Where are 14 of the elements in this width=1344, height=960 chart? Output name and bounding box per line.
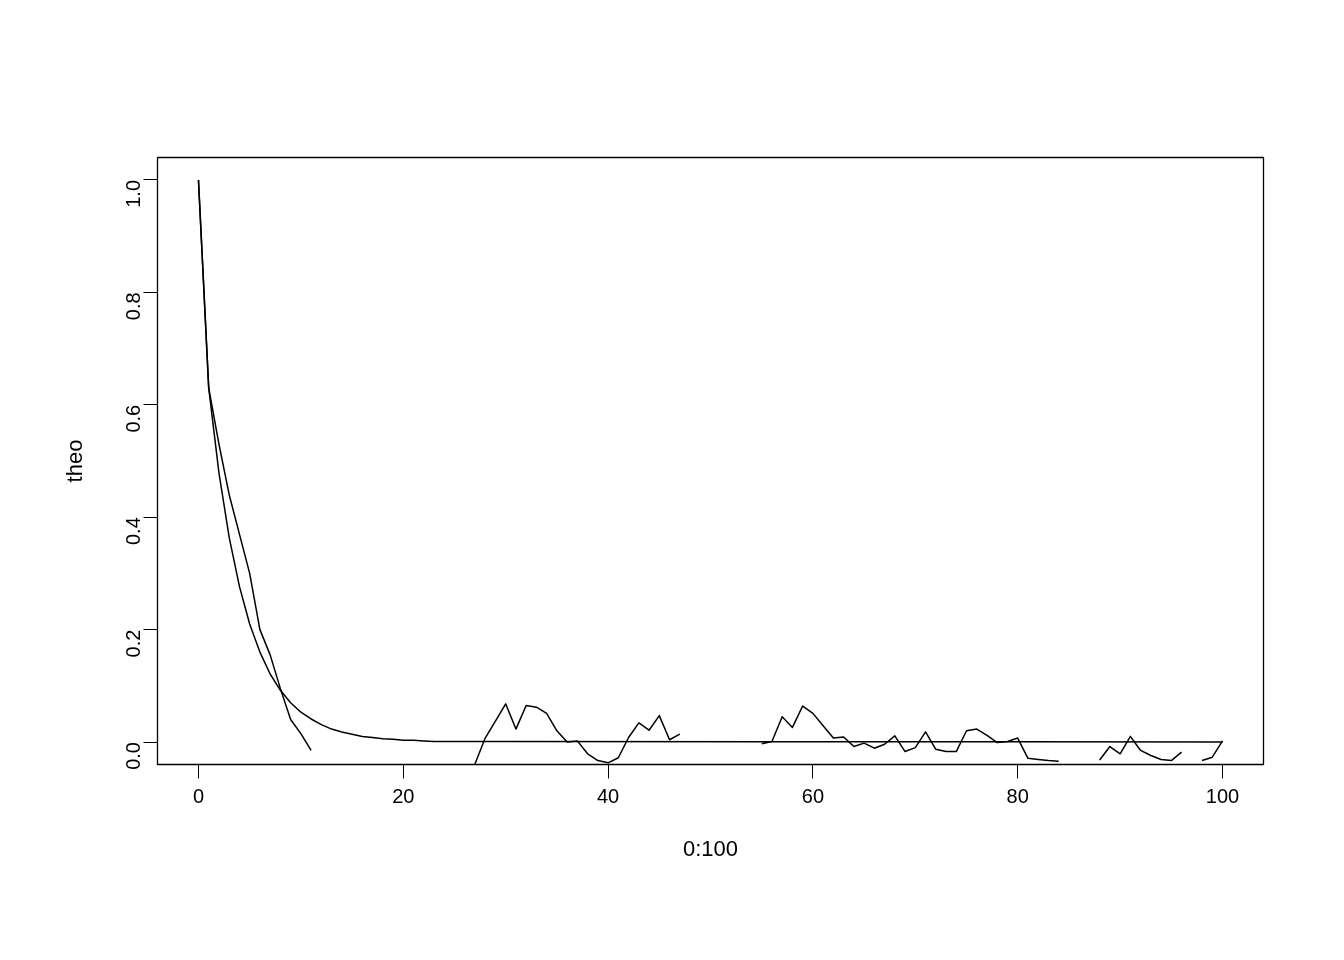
x-tick-label: 100: [1205, 784, 1240, 807]
y-tick-label: 0.8: [122, 292, 145, 321]
y-tick-label: 0.4: [122, 517, 145, 546]
x-tick-label: 20: [392, 784, 415, 807]
y-tick-label: 0.2: [122, 629, 145, 658]
y-tick-label: 0.0: [122, 742, 145, 770]
x-tick-label: 60: [801, 784, 825, 807]
y-tick-label: 0.6: [122, 404, 145, 433]
y-axis-title: theo: [61, 439, 87, 483]
y-tick-label: 1.0: [122, 179, 145, 208]
x-tick-label: 0: [192, 784, 205, 807]
x-tick-label: 40: [596, 784, 620, 807]
x-tick-label: 80: [1006, 784, 1029, 807]
x-axis-title: 0:100: [682, 835, 739, 861]
